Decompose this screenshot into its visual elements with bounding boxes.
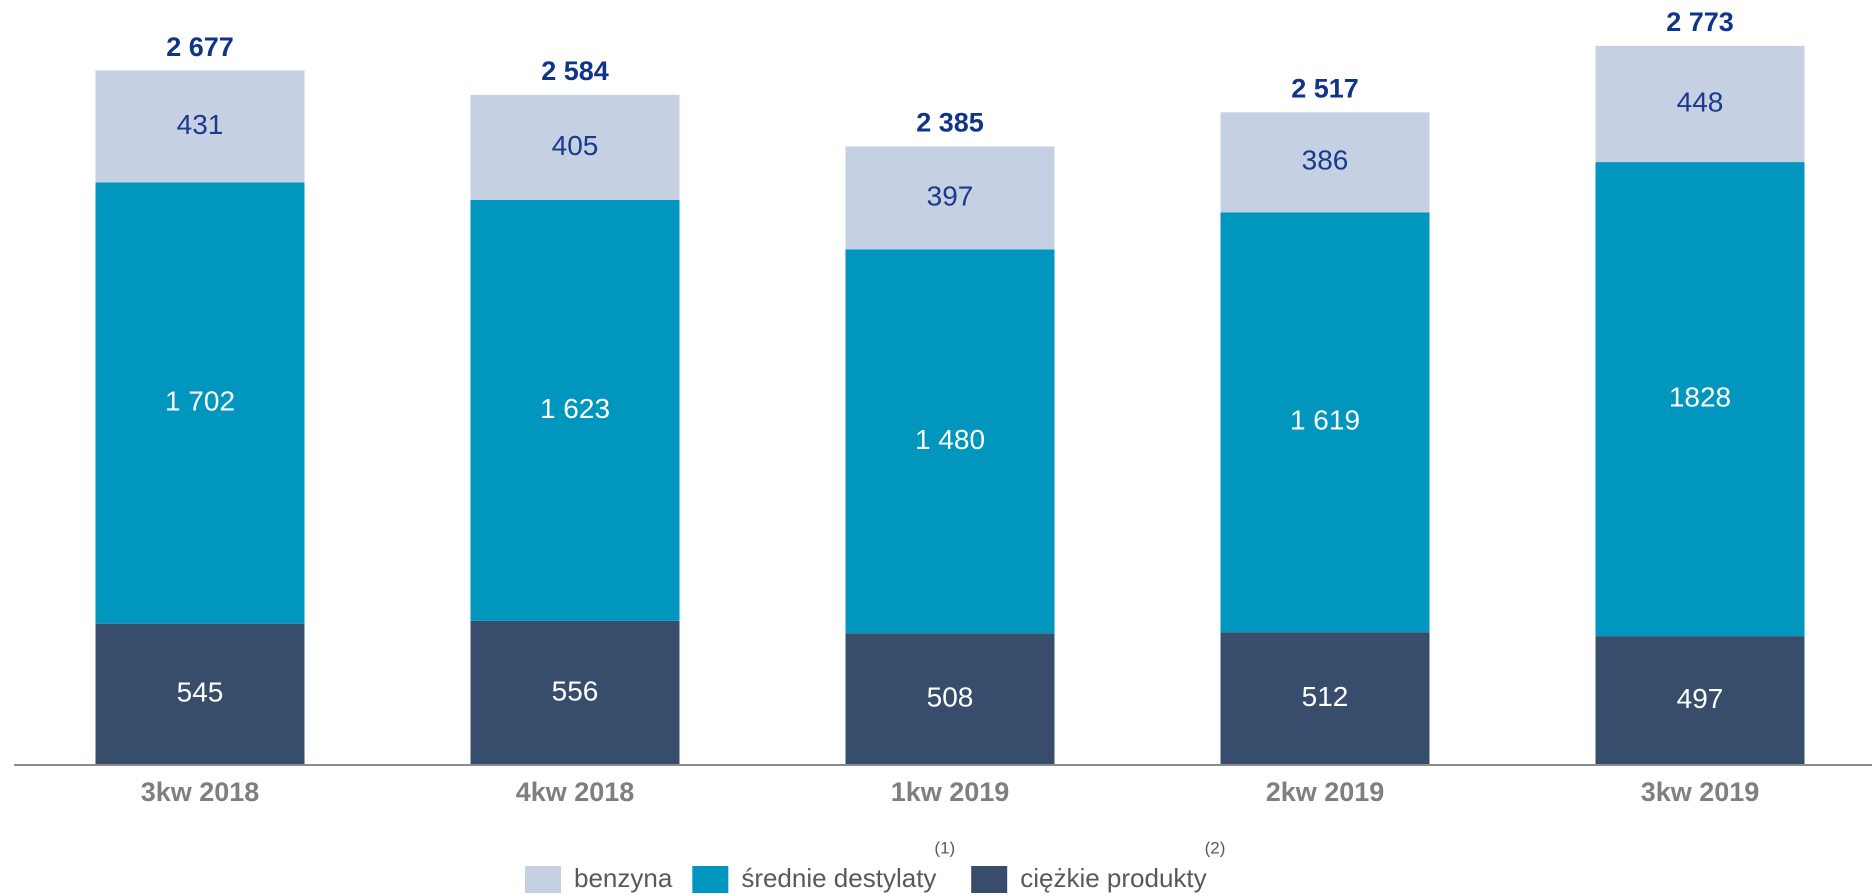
bar-segment — [1220, 632, 1430, 765]
bar-segment — [470, 620, 680, 765]
total-label: 2 385 — [916, 108, 984, 138]
value-label: 497 — [1677, 683, 1724, 714]
value-label: 1 623 — [540, 393, 610, 424]
total-label: 2 773 — [1666, 7, 1734, 37]
x-tick-label: 2kw 2019 — [1266, 777, 1385, 807]
value-label: 1828 — [1669, 381, 1731, 412]
value-label: 397 — [927, 180, 974, 211]
legend-swatch — [971, 866, 1008, 893]
bar-segment — [95, 182, 305, 624]
legend-label: ciężkie produkty — [1020, 863, 1206, 893]
bar-segment — [1595, 45, 1805, 163]
bar-segment — [470, 94, 680, 200]
bar-segment — [845, 249, 1055, 634]
x-tick-label: 1kw 2019 — [891, 777, 1010, 807]
bar-segment — [1595, 636, 1805, 765]
value-label: 545 — [177, 677, 224, 708]
bar-segment — [1220, 112, 1430, 213]
x-tick-label: 3kw 2019 — [1641, 777, 1760, 807]
x-tick-label: 4kw 2018 — [516, 777, 635, 807]
legend-swatch — [525, 866, 561, 893]
value-label: 1 619 — [1290, 405, 1360, 436]
x-tick-label: 3kw 2018 — [141, 777, 260, 807]
value-label: 1 480 — [915, 424, 985, 455]
total-label: 2 677 — [166, 32, 234, 62]
bar-segment — [470, 199, 680, 621]
bar-segment — [845, 633, 1055, 765]
value-label: 556 — [552, 675, 599, 706]
total-label: 2 584 — [541, 56, 609, 86]
value-label: 508 — [927, 682, 974, 713]
bar-segment — [1220, 212, 1430, 633]
bar-segment — [95, 623, 305, 765]
legend-superscript: (1) — [934, 838, 955, 857]
value-label: 405 — [552, 130, 599, 161]
bar-segment — [845, 146, 1055, 250]
legend-label: benzyna — [574, 863, 673, 893]
bar-segment — [95, 70, 305, 183]
value-label: 512 — [1302, 681, 1349, 712]
value-label: 386 — [1302, 145, 1349, 176]
legend-label: średnie destylaty — [741, 863, 936, 893]
value-label: 1 702 — [165, 385, 235, 416]
bar-segment — [1595, 162, 1805, 637]
total-label: 2 517 — [1291, 73, 1359, 103]
value-label: 431 — [177, 109, 224, 140]
legend-superscript: (2) — [1205, 838, 1226, 857]
value-label: 448 — [1677, 86, 1724, 117]
legend-swatch — [692, 866, 729, 893]
